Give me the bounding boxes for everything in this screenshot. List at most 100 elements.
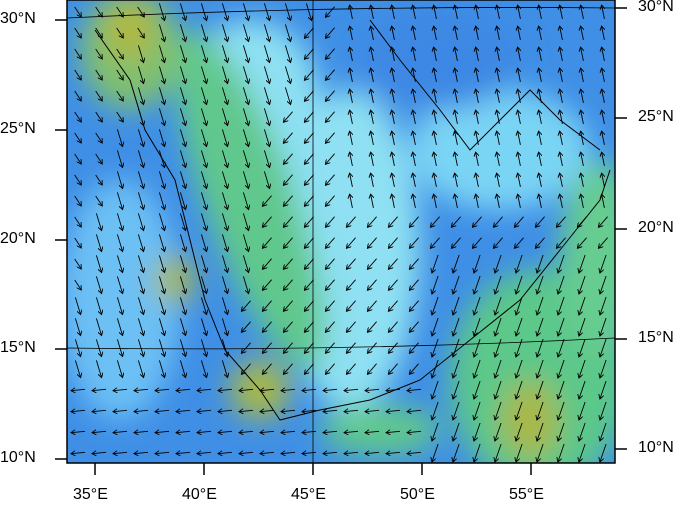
wind-arrow xyxy=(386,452,401,453)
lat-label-left-25: 25°N xyxy=(0,120,36,137)
wind-arrow xyxy=(388,363,398,375)
wind-arrow xyxy=(598,237,608,249)
wind-arrow xyxy=(283,174,293,186)
wind-arrow xyxy=(602,194,605,208)
wind-arrow xyxy=(304,216,314,228)
wind-arrow xyxy=(430,216,440,228)
wind-arrow xyxy=(474,296,481,315)
wind-arrow xyxy=(95,174,103,185)
wind-arrow xyxy=(176,452,191,453)
wind-arrow xyxy=(432,296,439,315)
wind-arrow xyxy=(350,47,353,61)
wind-arrow xyxy=(137,27,145,38)
wind-arrow xyxy=(388,342,398,354)
wind-arrow xyxy=(262,321,272,333)
wind-arrow xyxy=(455,194,458,208)
wind-arrow xyxy=(283,132,293,144)
wind-arrow xyxy=(95,27,103,38)
wind-arrow xyxy=(200,3,206,20)
wind-arrow xyxy=(537,422,544,441)
wind-arrow xyxy=(514,216,524,228)
wind-arrow xyxy=(283,279,293,291)
wind-arrow xyxy=(497,89,500,103)
wind-arrow xyxy=(407,389,422,390)
wind-arrow xyxy=(158,360,164,377)
wind-arrow xyxy=(455,131,458,145)
wind-arrow xyxy=(539,68,542,82)
wind-arrow xyxy=(409,300,419,312)
wind-arrow xyxy=(74,258,82,269)
wind-arrow xyxy=(325,237,335,249)
wind-arrow xyxy=(434,68,437,82)
wind-arrow xyxy=(218,431,233,432)
wind-arrow xyxy=(365,431,380,432)
wind-arrow xyxy=(116,48,124,59)
lat-gridline-15n xyxy=(67,337,615,350)
wind-arrow xyxy=(221,24,227,41)
lat-label-right-20: 20°N xyxy=(638,219,674,236)
wind-arrow xyxy=(116,192,122,209)
wind-arrow xyxy=(242,150,248,167)
wind-arrow xyxy=(263,108,269,125)
wind-arrow xyxy=(325,258,335,270)
wind-arrow xyxy=(474,359,481,378)
wind-arrow xyxy=(579,296,586,315)
wind-arrow xyxy=(453,317,460,336)
lat-label-left-30: 30°N xyxy=(0,10,36,27)
wind-arrow xyxy=(560,68,563,82)
wind-arrow xyxy=(281,431,296,432)
wind-arrow xyxy=(158,66,164,83)
wind-arrow xyxy=(497,152,500,166)
wind-arrow xyxy=(392,173,395,187)
wind-arrow xyxy=(197,431,212,432)
wind-arrow xyxy=(95,6,103,17)
wind-arrow xyxy=(304,132,314,144)
wind-arrow xyxy=(407,452,422,453)
wind-arrow xyxy=(221,318,227,335)
wind-arrow xyxy=(495,380,502,399)
wind-arrow xyxy=(200,276,206,293)
wind-arrow xyxy=(116,171,122,188)
wind-arrow xyxy=(137,339,143,356)
wind-arrow xyxy=(260,431,275,432)
wind-arrow xyxy=(495,254,502,273)
wind-arrow xyxy=(600,317,607,336)
wind-arrow xyxy=(558,296,565,315)
wind-arrow xyxy=(92,389,107,390)
wind-arrow xyxy=(158,3,164,20)
wind-arrow xyxy=(200,318,206,335)
wind-arrow xyxy=(600,422,607,441)
wind-arrow xyxy=(602,68,605,82)
wind-arrow xyxy=(476,173,479,187)
wind-arrow xyxy=(304,153,314,165)
wind-arrow xyxy=(179,276,185,293)
coastline xyxy=(94,19,611,421)
lat-label-left-15: 15°N xyxy=(0,339,36,356)
wind-arrow xyxy=(158,213,164,230)
wind-arrow xyxy=(579,317,586,336)
wind-arrow xyxy=(262,258,272,270)
wind-arrow xyxy=(158,87,164,104)
wind-arrow xyxy=(455,26,458,40)
wind-arrow xyxy=(602,131,605,145)
wind-arrow xyxy=(474,380,481,399)
wind-arrow xyxy=(560,26,563,40)
wind-arrow xyxy=(495,359,502,378)
wind-arrow xyxy=(221,297,227,314)
wind-arrow xyxy=(350,5,353,19)
wind-arrow xyxy=(179,339,185,356)
wind-arrow xyxy=(434,152,437,166)
wind-arrow xyxy=(600,380,607,399)
wind-arrow xyxy=(158,171,164,188)
wind-arrow xyxy=(262,300,272,312)
wind-arrow xyxy=(388,258,398,270)
wind-arrow xyxy=(432,443,439,462)
wind-arrow xyxy=(137,360,143,377)
wind-arrow xyxy=(218,452,233,453)
wind-arrow xyxy=(137,297,143,314)
wind-arrow xyxy=(200,255,206,272)
lat-label-right-15: 15°N xyxy=(638,329,674,346)
lat-label-right-30: 30°N xyxy=(638,0,674,15)
wind-arrow xyxy=(413,173,416,187)
wind-arrow xyxy=(350,110,353,124)
